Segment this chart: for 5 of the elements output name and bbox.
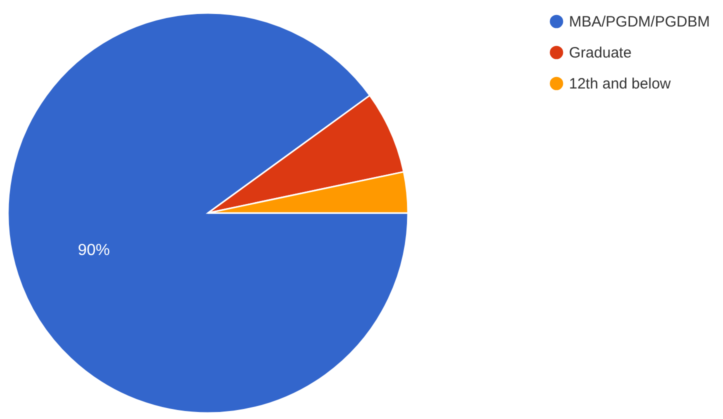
legend-label: 12th and below <box>569 76 671 92</box>
data-label: 90% <box>78 242 110 260</box>
legend-label: MBA/PGDM/PGDBM <box>569 14 710 30</box>
pie-slice <box>8 12 409 414</box>
legend-label: Graduate <box>569 44 632 62</box>
